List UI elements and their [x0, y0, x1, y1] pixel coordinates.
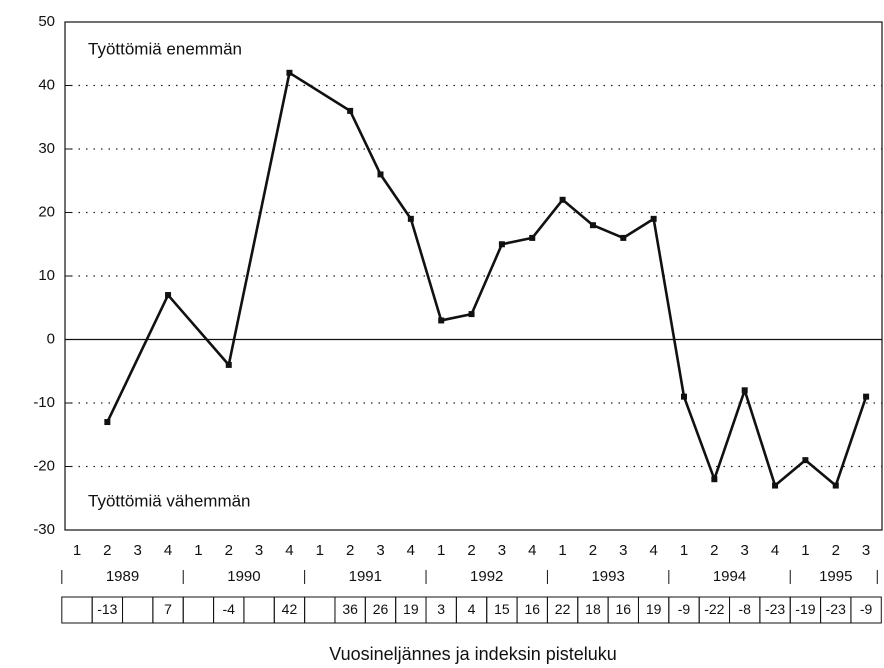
table-value: 16: [616, 601, 632, 617]
x-tick-label: 1: [437, 542, 445, 559]
marker: [347, 107, 354, 114]
marker: [863, 393, 870, 400]
table-value: -19: [795, 601, 815, 617]
x-tick-label: 2: [832, 542, 840, 559]
marker: [650, 215, 657, 222]
y-tick-label: 0: [47, 330, 55, 347]
table-value: 3: [437, 601, 445, 617]
x-tick-label: 1: [194, 542, 202, 559]
table-value: -23: [826, 601, 846, 617]
table-value: 19: [403, 601, 419, 617]
y-tick-label: -30: [33, 521, 55, 538]
year-label: 1992: [470, 568, 503, 585]
year-label: 1991: [349, 568, 382, 585]
marker: [407, 215, 414, 222]
table-cell: [850, 596, 882, 624]
table-value: 16: [524, 601, 540, 617]
table-value: 42: [282, 601, 298, 617]
x-tick-label: 4: [649, 542, 657, 559]
annotation: Työttömiä vähemmän: [88, 491, 251, 510]
table-value: -9: [860, 601, 873, 617]
y-tick-label: 10: [38, 267, 55, 284]
table-cell: [304, 596, 336, 624]
x-tick-label: 1: [73, 542, 81, 559]
x-tick-label: 2: [467, 542, 475, 559]
table-cell: [243, 596, 275, 624]
marker: [225, 361, 232, 368]
marker: [711, 476, 718, 483]
y-tick-label: 40: [38, 76, 55, 93]
y-tick-label: -10: [33, 394, 55, 411]
marker: [165, 292, 172, 299]
table-cell: [182, 596, 215, 624]
marker: [772, 482, 779, 489]
plot-frame: [64, 21, 883, 531]
marker: [498, 241, 505, 248]
table-value: 26: [373, 601, 389, 617]
x-tick-label: 3: [498, 542, 506, 559]
y-tick-label: 30: [38, 140, 55, 157]
x-tick-label: 3: [134, 542, 142, 559]
marker: [377, 171, 384, 178]
table-value: 15: [494, 601, 510, 617]
table-value: 7: [164, 601, 172, 617]
x-tick-label: 4: [285, 542, 293, 559]
x-tick-label: 2: [710, 542, 718, 559]
x-tick-label: 3: [255, 542, 263, 559]
marker: [468, 311, 475, 318]
marker: [559, 196, 566, 203]
table-value: -8: [738, 601, 751, 617]
marker: [620, 234, 627, 241]
year-label: 1993: [591, 568, 624, 585]
table-value: 4: [468, 601, 476, 617]
x-tick-label: 3: [619, 542, 627, 559]
x-axis-label: Vuosineljännes ja indeksin pisteluku: [329, 644, 617, 664]
x-tick-label: 4: [164, 542, 172, 559]
y-tick-label: -20: [33, 457, 55, 474]
table-value: -4: [223, 601, 236, 617]
marker: [529, 234, 536, 241]
marker: [438, 317, 445, 324]
marker: [741, 387, 748, 394]
table-value: 36: [342, 601, 358, 617]
table-value: -13: [97, 601, 117, 617]
table-cell: [122, 596, 154, 624]
y-tick-label: 50: [38, 13, 55, 30]
marker: [802, 457, 809, 464]
x-tick-label: 1: [558, 542, 566, 559]
x-tick-label: 2: [589, 542, 597, 559]
table-cell: [61, 596, 93, 624]
table-value: -9: [678, 601, 691, 617]
x-tick-label: 1: [316, 542, 324, 559]
x-tick-label: 2: [225, 542, 233, 559]
year-label: 1990: [227, 568, 260, 585]
x-tick-label: 1: [801, 542, 809, 559]
line: [106, 71, 868, 487]
table-value: -23: [765, 601, 785, 617]
x-tick-label: 3: [862, 542, 870, 559]
x-tick-label: 4: [771, 542, 779, 559]
x-tick-label: 3: [376, 542, 384, 559]
marker: [832, 482, 839, 489]
marker: [589, 222, 596, 229]
marker: [104, 419, 111, 426]
x-tick-label: 2: [103, 542, 111, 559]
table-value: 22: [555, 601, 571, 617]
year-label: 1995: [819, 568, 852, 585]
y-tick-label: 20: [38, 203, 55, 220]
table-value: 19: [646, 601, 662, 617]
year-label: 1994: [713, 568, 746, 585]
table-value: -22: [704, 601, 724, 617]
x-tick-label: 3: [741, 542, 749, 559]
x-tick-label: 4: [407, 542, 415, 559]
marker: [681, 393, 687, 400]
annotation: Työttömiä enemmän: [88, 39, 242, 58]
year-label: 1989: [106, 568, 139, 585]
x-tick-label: 1: [680, 542, 688, 559]
marker: [286, 69, 293, 76]
x-tick-label: 4: [528, 542, 536, 559]
x-tick-label: 2: [346, 542, 354, 559]
table-value: 18: [585, 601, 601, 617]
